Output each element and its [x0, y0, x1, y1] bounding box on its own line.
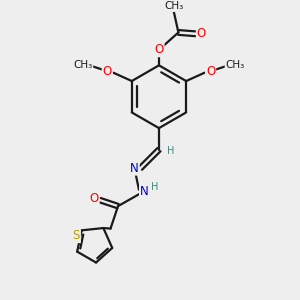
Text: CH₃: CH₃ — [226, 60, 245, 70]
Text: H: H — [167, 146, 174, 156]
Text: O: O — [154, 43, 164, 56]
Text: O: O — [197, 28, 206, 40]
Text: N: N — [140, 185, 149, 198]
Text: CH₃: CH₃ — [73, 60, 92, 70]
Text: O: O — [103, 65, 112, 78]
Text: CH₃: CH₃ — [164, 1, 184, 11]
Text: S: S — [73, 229, 80, 242]
Text: N: N — [130, 162, 139, 175]
Text: O: O — [89, 192, 99, 205]
Text: O: O — [206, 65, 215, 78]
Text: H: H — [151, 182, 158, 192]
